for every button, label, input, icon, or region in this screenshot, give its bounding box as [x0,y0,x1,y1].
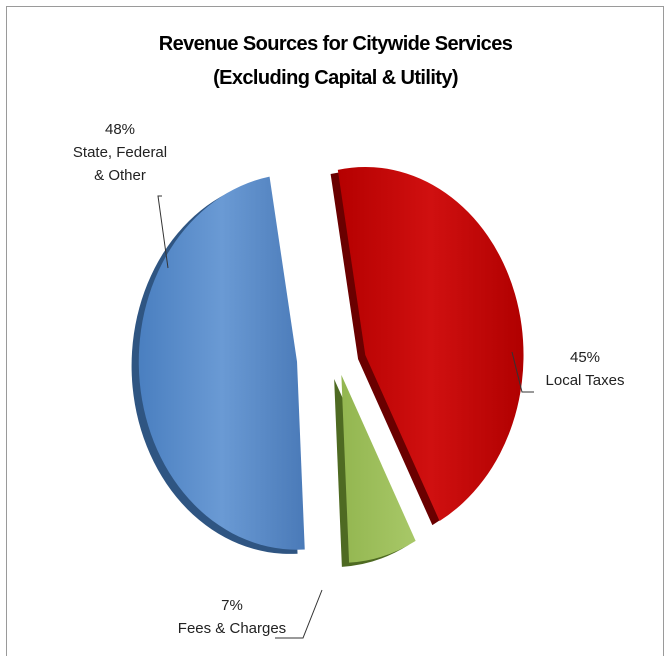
slice-label-0-line-0: 45% [570,349,600,366]
pie-slice-state-federal-other [138,176,305,550]
slice-label-2-line-1: State, Federal [73,144,167,161]
slice-label-2-line-2: & Other [94,167,146,184]
leader-line-1 [275,589,323,639]
slice-label-1-line-1: Fees & Charges [178,620,286,637]
slice-label-0-line-1: Local Taxes [546,372,625,389]
leader-line-0 [511,351,534,393]
chart-frame [6,6,664,656]
chart-title: Revenue Sources for Citywide Services [158,33,513,55]
slice-label-1-line-0: 7% [221,597,243,614]
leader-line-2 [157,195,169,269]
slice-label-2-line-0: 48% [105,121,135,138]
pie-slice-fees-charges [341,374,416,563]
pie-slice-local-taxes [337,166,524,521]
chart-subtitle: (Excluding Capital & Utility) [213,67,458,89]
